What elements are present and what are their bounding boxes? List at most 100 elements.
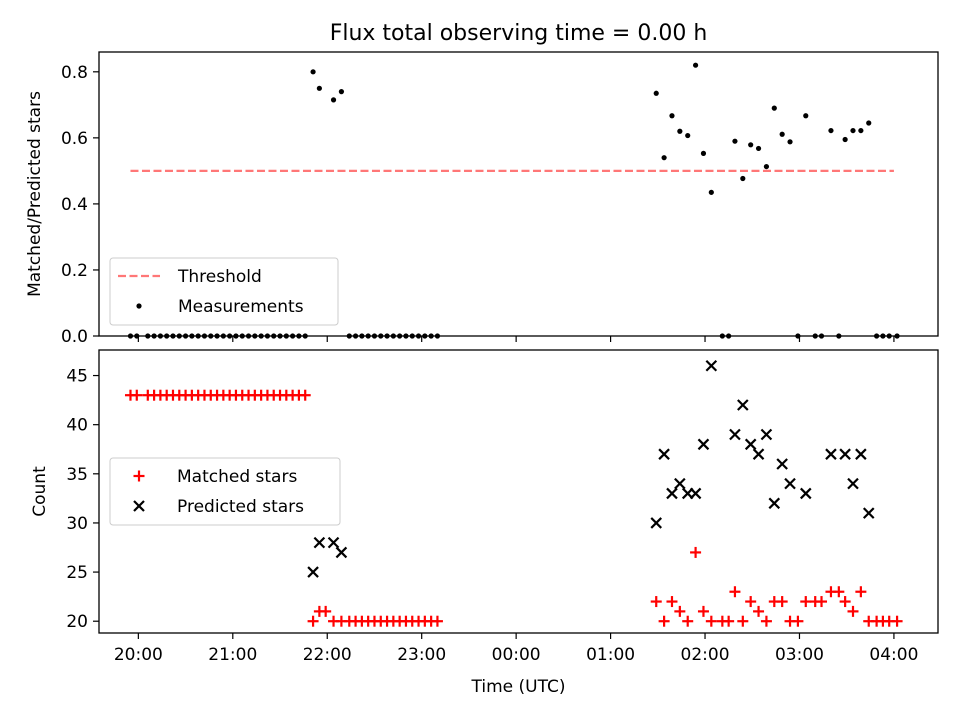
y-tick-label: 30 — [66, 514, 88, 534]
x-tick-label: 21:00 — [208, 645, 257, 665]
measurement-point — [771, 105, 777, 111]
matched-star-point — [658, 615, 670, 627]
matched-star-point — [682, 615, 694, 627]
measurement-point — [338, 89, 345, 95]
measurement-point — [310, 69, 316, 75]
matched-star-point — [299, 389, 311, 401]
predicted-star-point — [335, 546, 348, 559]
matched-star-point — [723, 615, 735, 627]
legend-measurement-label: Measurements — [178, 297, 304, 317]
matched-star-point — [705, 615, 717, 627]
legend-measurement-swatch — [136, 303, 142, 309]
measurement-point — [850, 127, 856, 134]
measurement-point — [685, 132, 691, 139]
legend-threshold-label: Threshold — [177, 267, 262, 287]
x-b — [697, 438, 710, 451]
matched-star-point — [320, 605, 332, 617]
predicted-star-point — [697, 438, 710, 451]
x-b — [847, 477, 859, 490]
x-tick-label: 23:00 — [397, 645, 446, 665]
x-b — [839, 448, 851, 460]
x-b — [666, 487, 678, 500]
predicted-star-point — [839, 448, 851, 460]
predicted-star-point — [760, 428, 773, 441]
y-tick-label: 35 — [66, 465, 88, 485]
legend-predicted-label: Predicted stars — [177, 497, 304, 517]
matched-star-point — [847, 605, 859, 617]
predicted-star-point — [776, 458, 788, 470]
x-b — [825, 448, 837, 460]
matched-star-point — [650, 596, 662, 608]
measurement-point — [763, 163, 770, 170]
legend: Threshold Measurements — [109, 257, 339, 326]
legend-matched-label: Matched stars — [177, 467, 297, 487]
matched-star-point — [776, 596, 788, 608]
x-tick-label: 03:00 — [775, 645, 824, 665]
measurement-point — [779, 131, 785, 137]
x-b — [689, 487, 702, 500]
x-b — [768, 497, 781, 510]
y-tick-label: 25 — [66, 563, 88, 583]
x-b — [650, 517, 663, 529]
plot-frame — [98, 51, 939, 337]
predicted-star-point — [825, 448, 837, 460]
measurement-point — [316, 85, 322, 91]
y-tick-label: 0.0 — [61, 327, 88, 347]
predicted-star-point — [327, 536, 340, 549]
x-b — [327, 536, 340, 549]
x-b — [760, 428, 773, 441]
measurement-point — [858, 127, 864, 134]
predicted-star-point — [689, 487, 702, 500]
x-tick-label: 01:00 — [586, 645, 635, 665]
measurement-point — [653, 90, 659, 96]
predicted-star-point — [705, 359, 718, 372]
predicted-star-point — [674, 477, 686, 490]
matched-star-point — [690, 546, 702, 558]
x-tick-label: 20:00 — [114, 645, 163, 665]
y-tick-label: 0.4 — [61, 195, 88, 215]
x-b — [855, 448, 867, 460]
x-tick-label: 02:00 — [681, 645, 730, 665]
measurement-point — [740, 175, 746, 182]
plot-frame — [98, 349, 939, 634]
predicted-star-point — [666, 487, 678, 500]
x-b — [799, 487, 812, 500]
predicted-star-point — [307, 566, 319, 578]
predicted-star-point — [784, 477, 796, 490]
matched-star-point — [833, 586, 845, 598]
x-tick-label: 22:00 — [303, 645, 352, 665]
measurement-point — [787, 139, 793, 145]
matched-star-point — [855, 586, 867, 598]
matched-star-point — [307, 615, 319, 627]
top-panel: 0.0 0.2 0.4 0.6 0.8 Matched/Predicted stars Th… — [25, 51, 939, 347]
x-b — [752, 448, 765, 460]
x-b — [674, 477, 686, 490]
y-tick-label: 0.8 — [61, 63, 88, 83]
matched-star-point — [697, 605, 709, 617]
measurement-point — [828, 127, 834, 134]
chart-title: Flux total observing time = 0.00 h — [330, 21, 708, 46]
predicted-star-point — [862, 507, 875, 519]
matched-star-point — [131, 389, 143, 401]
predicted-star-point — [729, 428, 741, 441]
x-b — [307, 566, 319, 578]
x-b — [705, 359, 718, 372]
x-b — [784, 477, 796, 490]
predicted-star-point — [855, 448, 867, 460]
x-b — [744, 438, 757, 451]
matched-star-point — [745, 596, 757, 608]
legend-predicted-swatch-b — [133, 500, 145, 512]
measurement-point — [669, 113, 675, 119]
legend-box — [109, 257, 339, 326]
matched-star-point — [729, 586, 741, 598]
y-tick-label: 20 — [66, 612, 88, 632]
measurement-point — [842, 136, 848, 143]
matched-star-point — [431, 615, 443, 627]
predicted-star-point — [650, 517, 663, 529]
predicted-star-point — [799, 487, 812, 500]
matched-star-point — [800, 596, 812, 608]
y-tick-label: 40 — [66, 416, 88, 436]
measurement-point — [732, 138, 738, 144]
predicted-star-point — [768, 497, 781, 510]
